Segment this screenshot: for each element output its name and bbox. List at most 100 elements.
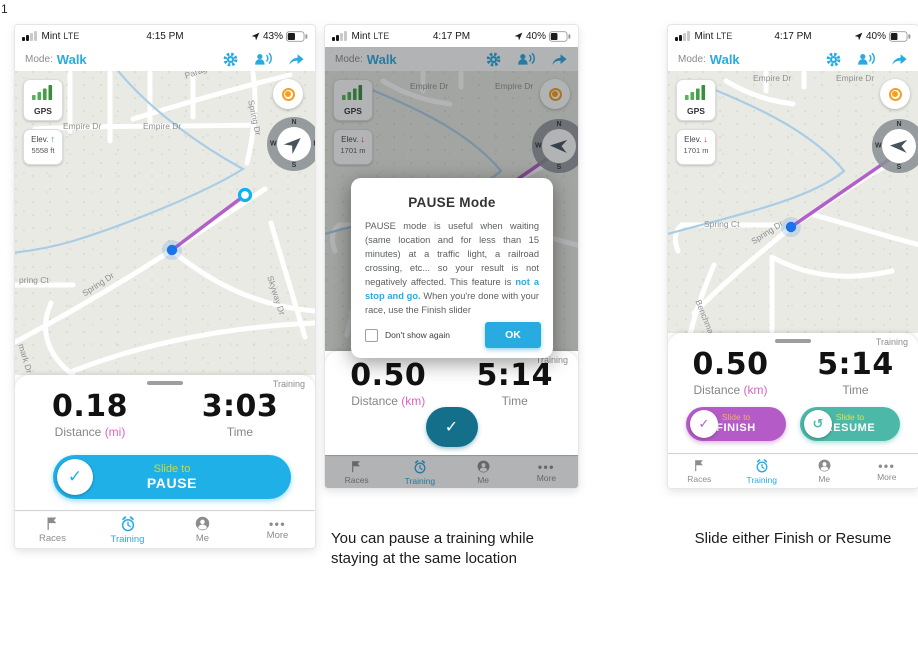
tab-me[interactable]: Me [165,511,240,548]
tab-training[interactable]: Training [90,511,165,548]
tab-bar: Races Training Me ••• More [15,510,315,548]
time-label: Time [226,424,254,439]
ok-button[interactable]: OK [485,322,541,348]
slide-to-finish-slider[interactable]: ✓ Slide to FINISH [686,407,786,441]
distance-stat: 0.18 Distance (mi) [15,391,165,439]
app-header: Mode: Walk [15,47,315,71]
battery-percent: 40% [526,30,547,42]
share-icon[interactable] [891,52,908,67]
slider-knob[interactable]: ✓ [57,459,93,495]
caption-pause: You can pause a training while staying a… [331,530,534,568]
locate-me-button[interactable] [880,79,910,109]
settings-gear-icon[interactable] [485,51,502,68]
drag-handle[interactable] [775,339,811,343]
tab-races[interactable]: Races [325,456,388,488]
carrier-label: Mint [694,30,714,42]
compass[interactable]: N W E S [532,119,578,173]
clock: 4:17 PM [432,30,471,42]
finish-slider-knob[interactable]: ✓ [690,410,718,438]
locate-me-button[interactable] [540,79,570,109]
elevation-value: 1701 m [683,146,709,155]
nav-dim-overlay [325,455,578,488]
street-label: Spring Ct [704,219,740,229]
battery-icon [889,30,911,42]
compass-n: N [896,121,902,128]
compass[interactable]: N W E S [267,117,315,171]
check-icon: ✓ [698,416,710,431]
gps-label: GPS [34,106,52,116]
time-value: 5:14 [476,358,554,393]
tab-bar: Races Training Me ••• More [325,455,578,488]
mode-label: Mode: [678,53,706,65]
tab-training[interactable]: Training [731,454,794,488]
carrier-label: Mint [351,30,371,42]
tab-races[interactable]: Races [15,511,90,548]
voice-coach-icon[interactable] [857,52,876,67]
target-icon [281,87,295,101]
tab-more[interactable]: ••• More [877,458,897,482]
context-label: Training [272,379,305,389]
distance-stat: 0.50 Distance (km) [668,349,793,397]
compass-e: E [313,141,315,148]
caption-finish-resume: Slide either Finish or Resume [694,530,892,547]
distance-value: 0.50 [350,358,427,393]
voice-coach-icon[interactable] [517,52,536,67]
voice-coach-icon[interactable] [254,52,273,67]
map[interactable]: Empire Dr Empire Dr Spring Ct Spring Dr … [668,71,918,352]
gps-signal-badge: GPS [676,79,716,121]
distance-label: Distance (km) [693,382,768,397]
elevation-label: Elev. [684,134,702,144]
map[interactable]: Paragon Ln Empire Dr Empire Dr Spring Dr… [15,56,315,375]
compass-n: N [556,121,562,128]
dont-show-again-checkbox[interactable] [365,328,378,342]
checkbox-label: Don't show again [385,330,450,340]
tab-races[interactable]: Races [668,454,731,488]
locate-me-button[interactable] [273,79,303,109]
network-type-label: LTE [716,31,733,41]
settings-gear-icon[interactable] [222,51,239,68]
status-bar: Mint LTE 4:17 PM 40% [668,25,918,47]
slider-line2: FINISH [716,422,756,435]
dialog-title: PAUSE Mode [408,195,496,210]
time-value: 3:03 [201,389,279,424]
slide-to-pause-slider[interactable]: ✓ Slide to PAUSE [53,455,291,499]
status-bar: Mint LTE 4:15 PM 43% [15,25,315,47]
battery-percent: 40% [866,30,887,42]
tab-me[interactable]: Me [452,456,515,488]
route-line [170,193,247,252]
flag-icon [352,461,361,473]
person-icon [195,516,210,531]
tab-me[interactable]: Me [793,454,856,488]
time-label: Time [501,393,528,408]
compass-s: S [556,164,562,171]
mode-value-walk[interactable]: Walk [709,51,740,67]
current-position-dot [785,221,797,233]
compass-s: S [896,164,902,171]
phone-screenshot-paused: Mint LTE 4:17 PM 40% Mode: Walk [668,25,918,488]
start-point-marker [237,187,253,203]
compass-w: W [875,142,882,150]
resume-slider-knob[interactable]: ↺ [804,410,832,438]
battery-icon [549,30,571,42]
tab-more[interactable]: ••• More [266,516,289,541]
bottom-sheet: Training 0.18 Distance (mi) 3:03 Time ✓ … [15,375,315,510]
slider-line1: Slide to [153,462,191,475]
slide-to-resume-slider[interactable]: ↺ Slide to RESUME [800,407,900,441]
gps-label: GPS [344,106,362,116]
share-icon[interactable] [288,52,305,67]
paused-slider-knob[interactable]: ✓ [425,407,478,447]
mode-value-walk[interactable]: Walk [366,51,397,67]
app-header: Mode: Walk [325,47,578,71]
location-services-icon [514,32,523,40]
compass[interactable]: N W E S [872,119,918,173]
mode-value-walk[interactable]: Walk [56,51,87,67]
alarm-clock-icon [756,458,768,472]
share-icon[interactable] [551,52,568,67]
settings-gear-icon[interactable] [825,51,842,68]
gps-label: GPS [687,106,705,116]
tab-more[interactable]: ••• More [536,459,557,483]
tab-training[interactable]: Training [388,456,451,488]
drag-handle[interactable] [147,381,183,385]
stats-row: 0.50 Distance (km) 5:14 Time [325,360,578,408]
compass-needle-icon [283,137,301,155]
